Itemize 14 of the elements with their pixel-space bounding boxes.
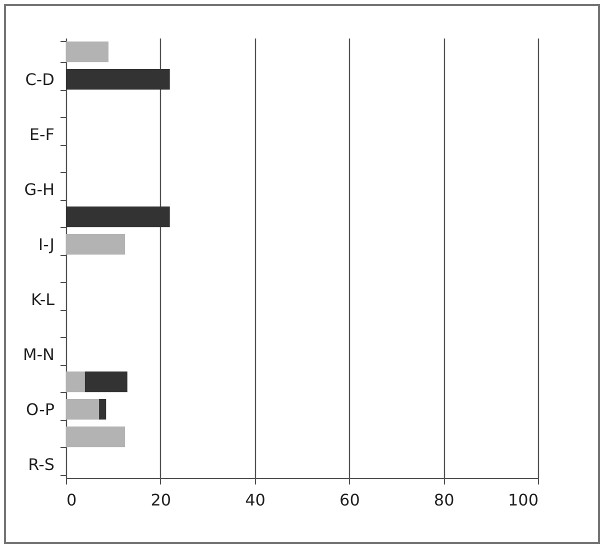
y-tick-label: O-P [26,400,55,419]
x-tick-label: 60 [340,490,360,510]
y-tick-label: E-F [29,124,54,144]
y-tick-label: K-L [31,290,55,309]
x-tick-label: 100 [508,490,538,510]
x-tick-label: 80 [434,490,454,510]
y-tick-label: C-D [25,70,54,89]
y-tick-label: I-J [38,234,54,254]
y-tick-label: G-H [24,180,54,199]
y-tick-label: R-S [28,454,54,474]
y-tick-label: M-N [22,344,54,364]
x-tick-label: 40 [245,490,266,510]
x-tick-label: 20 [150,490,172,510]
x-tick-label: 0 [66,490,77,510]
